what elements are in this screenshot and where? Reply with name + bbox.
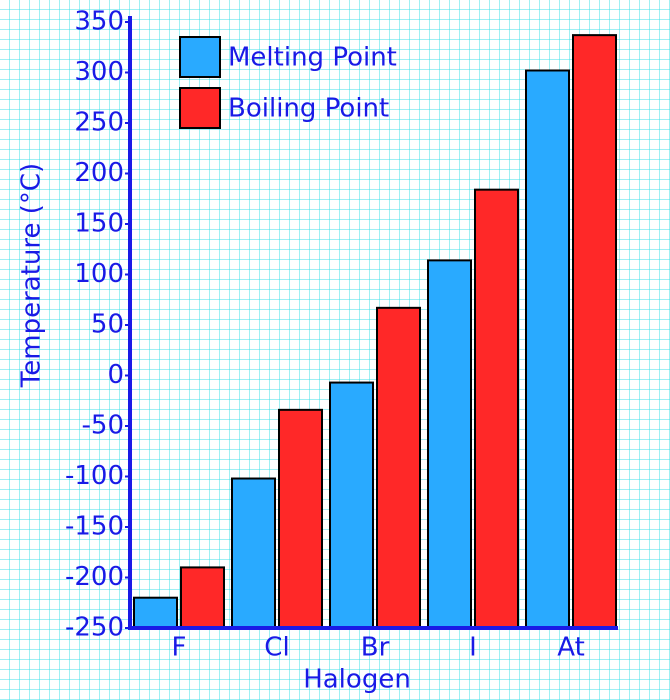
y-tick-label: 200 (74, 158, 124, 188)
bar (427, 259, 472, 629)
x-axis-label: Halogen (303, 665, 411, 695)
legend-label: Boiling Point (228, 94, 389, 124)
y-tick-label: 0 (107, 360, 124, 390)
legend-swatch (179, 87, 221, 129)
y-tick-label: 150 (74, 209, 124, 239)
bar (180, 566, 225, 630)
x-tick-label: I (469, 633, 477, 663)
x-tick-label: Br (361, 633, 390, 663)
bar (133, 596, 178, 630)
bar (572, 34, 617, 629)
bar (231, 477, 276, 629)
y-tick-label: 100 (74, 259, 124, 289)
y-tick-label: -200 (65, 562, 124, 592)
x-tick-label: Cl (264, 633, 289, 663)
x-tick-label: At (557, 633, 585, 663)
legend-swatch (179, 36, 221, 78)
bar (278, 408, 323, 629)
y-tick-label: -150 (65, 512, 124, 542)
x-tick-label: F (172, 633, 187, 663)
y-tick-label: -50 (82, 411, 124, 441)
y-tick-label: 250 (74, 108, 124, 138)
bar (376, 306, 421, 629)
y-tick-label: 350 (74, 7, 124, 37)
y-tick-label: -100 (65, 461, 124, 491)
y-axis-label: Temperature (°C) (17, 163, 47, 388)
bar (525, 69, 570, 630)
y-tick-label: 300 (74, 57, 124, 87)
bar (474, 188, 519, 629)
legend-label: Melting Point (228, 43, 397, 73)
y-tick-label: 50 (91, 310, 124, 340)
y-tick-label: -250 (65, 613, 124, 643)
bar (329, 381, 374, 629)
